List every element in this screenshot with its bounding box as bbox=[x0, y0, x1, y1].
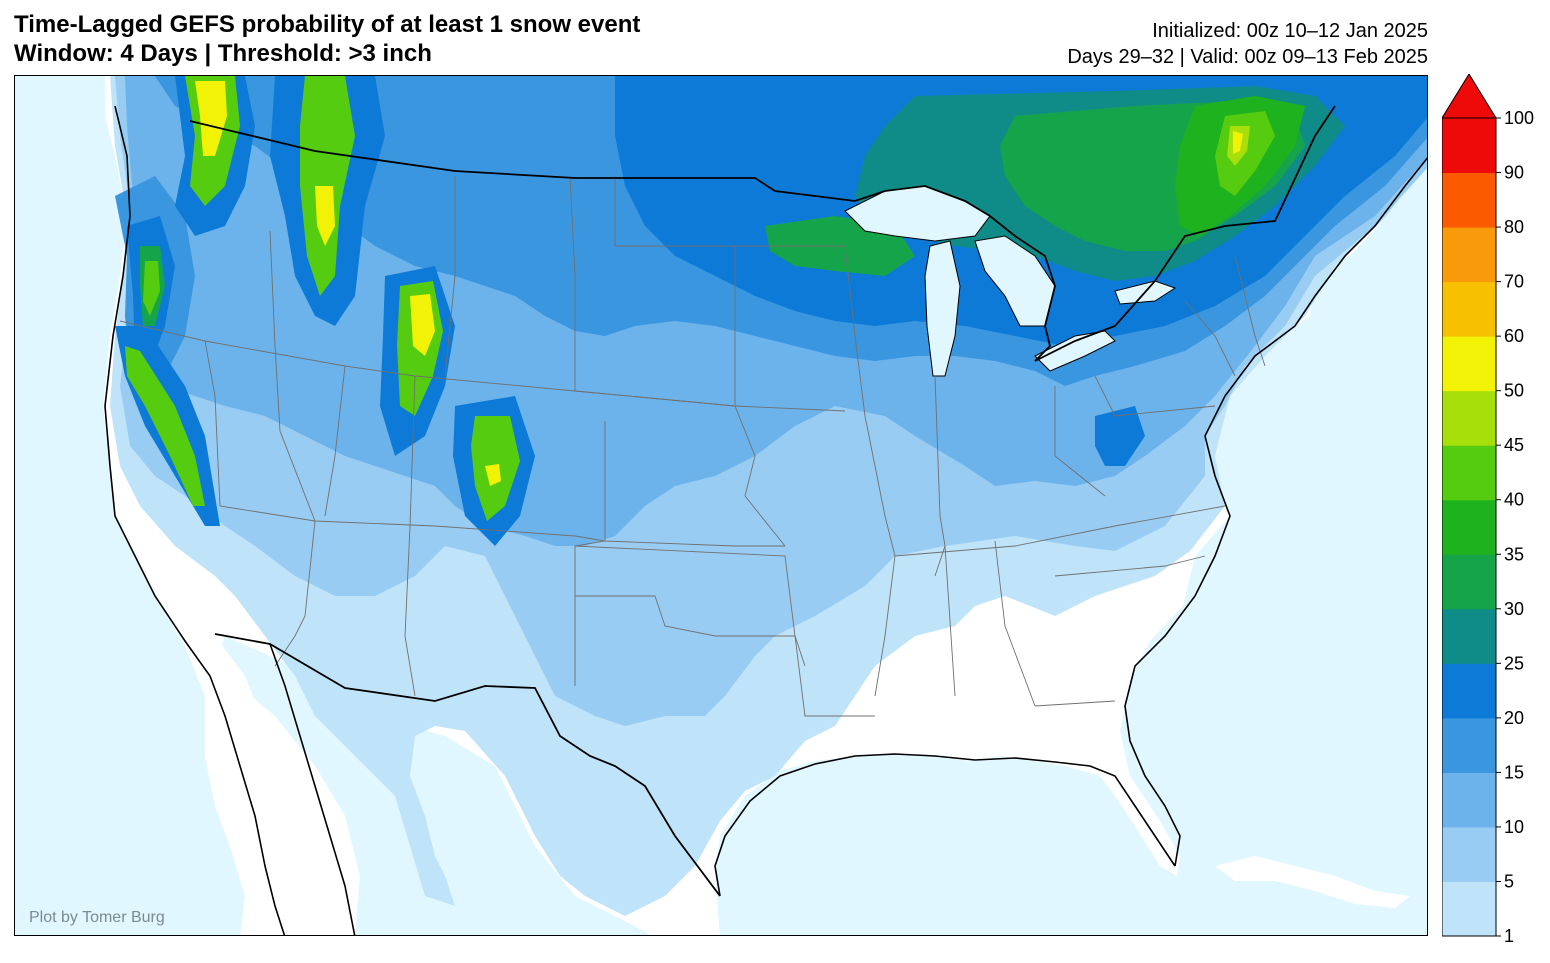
info-block: Initialized: 00z 10–12 Jan 2025 Days 29–… bbox=[1067, 18, 1428, 70]
baja-east-coast bbox=[269, 643, 356, 935]
international-boundaries bbox=[189, 105, 1336, 897]
colorbar-bin bbox=[1442, 826, 1496, 882]
us-canada-border bbox=[189, 105, 1336, 362]
coastlines bbox=[104, 105, 1427, 935]
title-block: Time-Lagged GEFS probability of at least… bbox=[14, 10, 640, 68]
state-line bbox=[574, 390, 756, 497]
colorbar-bin bbox=[1442, 717, 1496, 773]
colorbar-bin bbox=[1442, 554, 1496, 610]
colorbar-label: 70 bbox=[1504, 272, 1524, 292]
state-line bbox=[404, 375, 416, 697]
colorbar-bin bbox=[1442, 172, 1496, 228]
colorbar-bins bbox=[1442, 118, 1496, 937]
state-line bbox=[575, 595, 795, 637]
colorbar-label: 20 bbox=[1504, 708, 1524, 728]
idaho-montana-50pct bbox=[315, 186, 335, 246]
appalachian-20pct bbox=[1095, 406, 1145, 466]
state-line bbox=[574, 545, 806, 667]
state-line bbox=[994, 540, 1036, 707]
colorbar-label: 90 bbox=[1504, 163, 1524, 183]
plot-credit: Plot by Tomer Burg bbox=[29, 909, 165, 926]
probability-contours bbox=[110, 76, 1427, 916]
state-line bbox=[744, 495, 786, 547]
colorbar-bin bbox=[1442, 336, 1496, 392]
state-line bbox=[614, 176, 845, 247]
gulf-coast bbox=[714, 753, 1176, 897]
colorbar-label: 15 bbox=[1504, 762, 1524, 782]
map-frame: Plot by Tomer Burg bbox=[14, 75, 1428, 936]
colorbar-outline bbox=[1442, 117, 1497, 937]
colorbar-label: 100 bbox=[1504, 108, 1534, 128]
lake-erie bbox=[1034, 330, 1116, 372]
state-line bbox=[569, 175, 576, 391]
sierra-40pct bbox=[125, 346, 205, 506]
state-line bbox=[894, 505, 1226, 557]
state-line bbox=[324, 365, 346, 517]
colorbar-label: 35 bbox=[1504, 544, 1524, 564]
colorbar-label: 1 bbox=[1504, 926, 1514, 944]
state-line bbox=[1054, 555, 1206, 577]
colorbar-label: 45 bbox=[1504, 435, 1524, 455]
state-line bbox=[1054, 386, 1106, 497]
snow-probability-map bbox=[15, 76, 1427, 935]
state-line bbox=[1234, 255, 1266, 367]
colorbar-bin bbox=[1442, 663, 1496, 719]
state-line bbox=[269, 230, 316, 522]
contour-50pct-ne bbox=[1233, 131, 1243, 154]
colorbar-bin bbox=[1442, 227, 1496, 283]
state-line bbox=[874, 555, 896, 697]
state-line bbox=[794, 635, 875, 717]
colorbar-label: 5 bbox=[1504, 871, 1514, 891]
state-line bbox=[944, 545, 956, 697]
lake-michigan bbox=[924, 240, 961, 377]
nw-bc-50pct bbox=[195, 81, 227, 156]
colorbar-bin bbox=[1442, 118, 1496, 174]
state-line bbox=[1034, 700, 1116, 707]
colorbar-label: 80 bbox=[1504, 217, 1524, 237]
map-subtitle: Window: 4 Days | Threshold: >3 inch bbox=[14, 40, 432, 67]
colorbar-label: 50 bbox=[1504, 381, 1524, 401]
colorbar-bin bbox=[1442, 881, 1496, 937]
colorbar-label: 40 bbox=[1504, 490, 1524, 510]
colorbar-label: 60 bbox=[1504, 326, 1524, 346]
cascades-40pct bbox=[143, 261, 160, 316]
state-line bbox=[934, 375, 946, 577]
state-line bbox=[844, 245, 866, 417]
colorbar-bin bbox=[1442, 772, 1496, 828]
colorbar-label: 10 bbox=[1504, 817, 1524, 837]
cuba-island bbox=[1215, 856, 1410, 908]
state-line bbox=[864, 415, 896, 557]
colorbar-label: 25 bbox=[1504, 653, 1524, 673]
colorbar-extend-arrow bbox=[1442, 74, 1497, 119]
pacific-coast bbox=[104, 105, 286, 935]
us-mexico-border bbox=[214, 633, 721, 897]
baja-peninsula bbox=[213, 636, 315, 935]
initialized-text: Initialized: 00z 10–12 Jan 2025 bbox=[1152, 20, 1428, 42]
wyoming-50pct bbox=[410, 294, 435, 356]
colorbar-bin bbox=[1442, 281, 1496, 337]
colorbar-bin bbox=[1442, 608, 1496, 664]
state-line bbox=[204, 340, 436, 527]
state-line bbox=[574, 421, 606, 686]
state-line bbox=[274, 520, 316, 667]
state-line bbox=[444, 176, 456, 377]
valid-text: Days 29–32 | Valid: 00z 09–13 Feb 2025 bbox=[1067, 46, 1428, 68]
state-line bbox=[1184, 300, 1236, 377]
state-boundaries bbox=[119, 175, 1266, 717]
atlantic-coast bbox=[1124, 157, 1427, 867]
colorado-50pct bbox=[485, 464, 501, 486]
colorbar-label: 30 bbox=[1504, 599, 1524, 619]
map-title: Time-Lagged GEFS probability of at least… bbox=[14, 11, 641, 38]
colorbar-bin bbox=[1442, 390, 1496, 446]
colorbar-bin bbox=[1442, 445, 1496, 501]
state-line bbox=[1094, 375, 1216, 417]
colorbar-bin bbox=[1442, 499, 1496, 555]
